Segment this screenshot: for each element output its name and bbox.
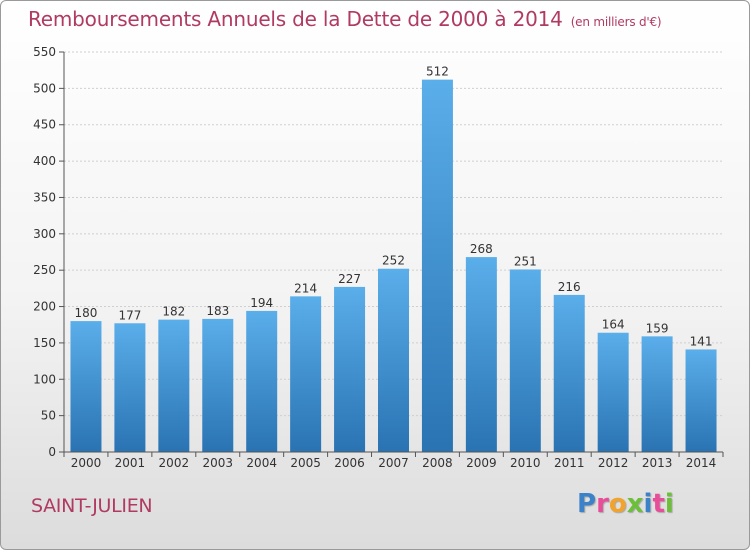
chart-title-text: Remboursements Annuels de la Dette de 20… [28, 7, 563, 31]
bar-value-label: 159 [646, 321, 669, 335]
y-tick-label: 100 [33, 372, 56, 386]
logo-letter: P [577, 489, 597, 519]
y-tick-label: 200 [33, 300, 56, 314]
x-axis-ticks: 2000 2001 2002 2003 2004 2005 2006 2007 2008 2009… [63, 452, 724, 470]
bar [290, 296, 322, 452]
logo-letter: i [643, 489, 653, 519]
x-tick-label: 2008 [422, 456, 453, 470]
bar [70, 321, 102, 452]
bar-value-label: 164 [602, 318, 625, 332]
proxiti-logo: Proxiti [577, 489, 674, 519]
x-tick-label: 2003 [202, 456, 233, 470]
bar-value-label: 251 [514, 254, 537, 268]
bar-value-label: 227 [338, 272, 361, 286]
bar-value-label: 252 [382, 254, 405, 268]
bar [334, 286, 366, 452]
bar [509, 269, 541, 452]
x-tick-label: 2005 [290, 456, 321, 470]
x-tick-label: 2001 [115, 456, 146, 470]
logo-letter: o [608, 489, 627, 519]
x-tick-label: 2014 [686, 456, 717, 470]
bar-value-label: 216 [558, 280, 581, 294]
bar [246, 310, 278, 452]
x-tick-label: 2002 [159, 456, 190, 470]
logo-letter: r [596, 489, 609, 519]
y-tick-label: 550 [33, 45, 56, 59]
x-tick-label: 2006 [334, 456, 365, 470]
y-tick-label: 0 [48, 445, 56, 459]
y-tick-label: 450 [33, 118, 56, 132]
y-tick-label: 250 [33, 263, 56, 277]
commune-name: SAINT-JULIEN [31, 495, 153, 517]
bars: 180 177 182 183 194 214 227 252 512 268 251 216 164 1… [70, 65, 717, 453]
y-tick-label: 400 [33, 154, 56, 168]
y-tick-label: 50 [41, 409, 56, 423]
bar [597, 332, 629, 452]
x-tick-label: 2000 [71, 456, 102, 470]
x-tick-label: 2011 [554, 456, 585, 470]
bar [202, 318, 234, 452]
x-tick-label: 2009 [466, 456, 497, 470]
bar-value-label: 214 [294, 281, 317, 295]
y-tick-label: 350 [33, 190, 56, 204]
bar-value-label: 177 [118, 308, 141, 322]
x-tick-label: 2004 [246, 456, 277, 470]
logo-letter: i [664, 489, 674, 519]
logo-letter: x [626, 489, 644, 519]
x-tick-label: 2010 [510, 456, 541, 470]
chart-subtitle: (en milliers d'€) [570, 15, 662, 29]
bar-value-label: 182 [162, 305, 185, 319]
y-tick-label: 150 [33, 336, 56, 350]
chart-title: Remboursements Annuels de la Dette de 20… [28, 7, 662, 31]
bar-value-label: 180 [75, 306, 98, 320]
bar-value-label: 141 [690, 334, 713, 348]
bar [158, 319, 190, 452]
bar [685, 349, 717, 452]
bar [553, 294, 585, 452]
x-tick-label: 2012 [598, 456, 629, 470]
bar [114, 323, 146, 452]
bar [641, 336, 673, 452]
y-tick-label: 500 [33, 81, 56, 95]
bar-value-label: 194 [250, 296, 273, 310]
x-tick-label: 2007 [378, 456, 409, 470]
x-tick-label: 2013 [642, 456, 673, 470]
bar [378, 268, 409, 452]
y-tick-label: 300 [33, 227, 56, 241]
bar-value-label: 183 [206, 304, 229, 318]
bar [465, 257, 497, 452]
y-axis-ticks: 0 50 100 150 200 250 300 350 400 450 500 550 [33, 45, 64, 459]
logo-letter: t [652, 489, 665, 519]
bar-value-label: 512 [426, 65, 449, 79]
bar-value-label: 268 [470, 242, 493, 256]
bar [421, 79, 453, 453]
